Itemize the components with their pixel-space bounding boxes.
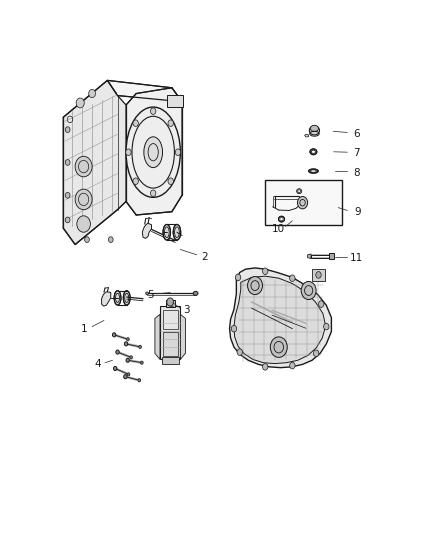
Circle shape (151, 108, 156, 115)
Circle shape (126, 149, 131, 156)
Polygon shape (180, 314, 185, 359)
Ellipse shape (126, 107, 180, 197)
Text: 8: 8 (353, 168, 360, 177)
Ellipse shape (124, 290, 130, 305)
Ellipse shape (280, 217, 283, 221)
Ellipse shape (113, 333, 116, 337)
Ellipse shape (279, 216, 285, 222)
Circle shape (168, 120, 173, 126)
Text: 5: 5 (147, 290, 154, 300)
Ellipse shape (193, 292, 198, 295)
Polygon shape (142, 223, 152, 238)
Circle shape (231, 325, 237, 332)
Bar (162, 358, 179, 364)
Circle shape (65, 127, 70, 133)
Ellipse shape (309, 126, 319, 135)
Circle shape (301, 281, 316, 300)
Text: 1: 1 (81, 324, 88, 334)
Ellipse shape (173, 224, 181, 240)
Ellipse shape (297, 189, 302, 193)
Ellipse shape (113, 366, 117, 370)
Circle shape (65, 159, 70, 165)
Text: 3: 3 (183, 305, 190, 315)
Circle shape (262, 268, 268, 274)
Polygon shape (304, 134, 309, 137)
Circle shape (262, 364, 268, 370)
Circle shape (316, 272, 321, 278)
Ellipse shape (298, 190, 300, 192)
Text: 6: 6 (353, 129, 360, 139)
Circle shape (77, 216, 90, 232)
Circle shape (175, 149, 181, 156)
Circle shape (318, 301, 324, 308)
Circle shape (235, 274, 241, 281)
Bar (160, 306, 180, 359)
Ellipse shape (311, 170, 317, 172)
Ellipse shape (311, 150, 315, 154)
Circle shape (237, 349, 243, 356)
Circle shape (85, 237, 89, 243)
Circle shape (130, 356, 132, 359)
Circle shape (141, 361, 143, 365)
Circle shape (168, 178, 173, 184)
Circle shape (314, 350, 319, 357)
Circle shape (247, 277, 262, 295)
Polygon shape (234, 276, 325, 364)
Ellipse shape (144, 137, 162, 167)
Ellipse shape (310, 149, 317, 155)
Polygon shape (107, 80, 182, 102)
Text: 2: 2 (201, 252, 208, 262)
Circle shape (88, 90, 95, 98)
Bar (265, 180, 342, 225)
Ellipse shape (309, 169, 318, 173)
Bar (162, 332, 178, 356)
Circle shape (75, 189, 92, 209)
Ellipse shape (124, 375, 127, 379)
Circle shape (127, 337, 129, 341)
Polygon shape (307, 254, 311, 259)
Bar (312, 269, 325, 281)
Circle shape (76, 98, 84, 108)
Text: 11: 11 (350, 253, 364, 263)
Circle shape (138, 378, 141, 382)
Ellipse shape (124, 342, 128, 346)
Ellipse shape (146, 292, 148, 295)
Circle shape (290, 275, 295, 281)
Circle shape (127, 373, 130, 376)
Circle shape (324, 324, 329, 330)
Bar (166, 300, 175, 307)
Bar (329, 253, 334, 260)
Bar (167, 95, 183, 107)
Circle shape (133, 120, 138, 126)
Circle shape (167, 298, 173, 306)
Text: 10: 10 (272, 224, 285, 234)
Circle shape (270, 337, 287, 358)
Text: 4: 4 (95, 359, 102, 369)
Circle shape (133, 178, 138, 184)
Ellipse shape (126, 358, 130, 362)
Circle shape (75, 156, 92, 177)
Ellipse shape (114, 290, 121, 305)
Circle shape (108, 237, 113, 243)
Bar (162, 310, 178, 329)
Circle shape (65, 192, 70, 198)
Polygon shape (63, 80, 126, 245)
Polygon shape (155, 314, 160, 359)
Ellipse shape (163, 224, 170, 240)
Circle shape (139, 345, 141, 349)
Ellipse shape (311, 125, 318, 132)
Circle shape (297, 197, 307, 209)
Text: 7: 7 (353, 148, 360, 158)
Text: 9: 9 (354, 207, 361, 217)
Circle shape (290, 362, 295, 369)
Ellipse shape (116, 350, 119, 354)
Circle shape (65, 217, 70, 223)
Polygon shape (230, 268, 332, 368)
Polygon shape (126, 88, 182, 215)
Circle shape (151, 190, 156, 197)
Polygon shape (102, 292, 111, 306)
